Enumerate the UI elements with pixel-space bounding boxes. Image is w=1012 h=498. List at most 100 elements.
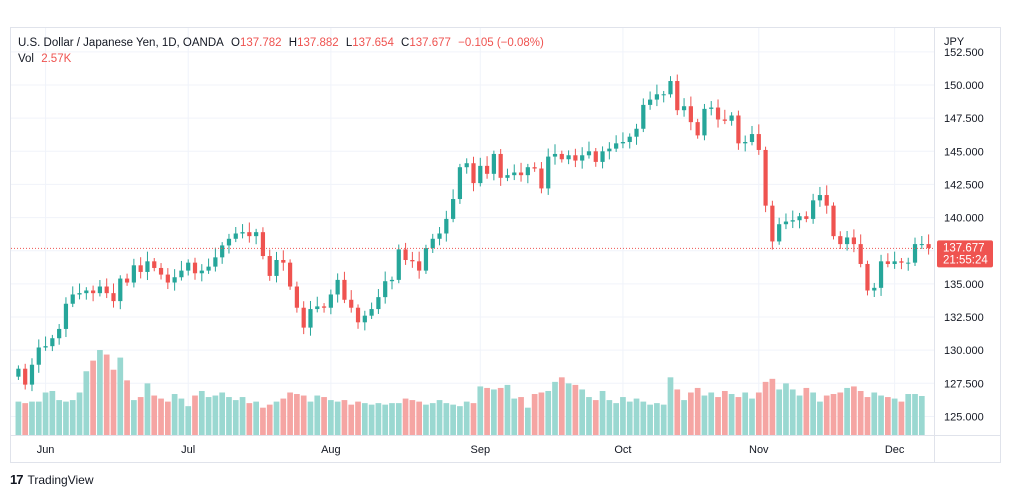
candle-body bbox=[736, 115, 741, 144]
candle-body bbox=[254, 232, 259, 237]
volume-bar bbox=[56, 400, 63, 435]
volume-bar bbox=[647, 404, 653, 435]
candle-body bbox=[233, 233, 238, 239]
candle-body bbox=[294, 286, 299, 308]
volume-bar bbox=[626, 401, 633, 435]
candle-body bbox=[410, 260, 415, 262]
volume-bar bbox=[484, 387, 490, 435]
candle-body bbox=[743, 142, 748, 144]
volume-bar bbox=[884, 397, 891, 435]
volume-bar bbox=[409, 400, 416, 435]
volume-bar bbox=[131, 400, 137, 435]
candle-body bbox=[50, 338, 55, 347]
volume-bar bbox=[103, 354, 110, 435]
volume-bar bbox=[117, 357, 124, 435]
candle-body bbox=[57, 328, 62, 339]
candle-body bbox=[892, 261, 897, 264]
candle-body bbox=[641, 104, 646, 129]
volume-bar bbox=[857, 390, 864, 435]
candle-body bbox=[899, 261, 904, 263]
candle-body bbox=[70, 294, 75, 304]
volume-bar bbox=[518, 397, 524, 435]
candle-body bbox=[722, 119, 727, 121]
candle-body bbox=[281, 260, 286, 263]
volume-bar bbox=[443, 403, 450, 435]
candle-body bbox=[614, 143, 619, 149]
candle-body bbox=[111, 293, 116, 302]
volume-bar bbox=[171, 394, 178, 435]
candle-body bbox=[770, 205, 775, 242]
volume-bar bbox=[735, 397, 742, 435]
candle-body bbox=[158, 267, 164, 275]
price-tick-label: 127.500 bbox=[944, 378, 984, 390]
candle-body bbox=[91, 290, 96, 294]
volume-bar bbox=[579, 389, 586, 435]
volume-bar bbox=[42, 392, 49, 435]
tradingview-icon: 17 bbox=[10, 472, 24, 487]
volume-bar bbox=[328, 400, 334, 435]
tradingview-logo[interactable]: 17 TradingView bbox=[10, 472, 94, 487]
price-tick-label: 125.000 bbox=[944, 411, 984, 423]
volume-bar bbox=[524, 407, 531, 435]
symbol-title[interactable]: U.S. Dollar / Japanese Yen, 1D, OANDA bbox=[18, 37, 224, 49]
volume-bar bbox=[49, 390, 56, 435]
high-label: H bbox=[288, 37, 298, 49]
ohlc-row: U.S. Dollar / Japanese Yen, 1D, OANDA O1… bbox=[18, 35, 544, 51]
candle-body bbox=[260, 232, 266, 257]
volume-bar bbox=[205, 397, 212, 435]
volume-bar bbox=[110, 369, 117, 435]
time-axis[interactable]: Jun Jul Aug Sep Oct Nov Dec bbox=[37, 444, 905, 456]
candle-body bbox=[179, 270, 184, 278]
volume-bar bbox=[219, 392, 226, 435]
volume-bar bbox=[226, 397, 232, 435]
volume-bar bbox=[817, 401, 823, 435]
volume-bar bbox=[918, 395, 925, 435]
candle-body bbox=[349, 299, 354, 308]
candle-body bbox=[858, 244, 863, 264]
volume-bar bbox=[633, 398, 640, 435]
candle-body bbox=[566, 155, 571, 160]
price-tick-label: 135.000 bbox=[944, 279, 984, 291]
volume-bar bbox=[789, 389, 796, 435]
bar-countdown: 21:55:24 bbox=[943, 254, 988, 266]
volume-bar bbox=[450, 404, 456, 435]
volume-label[interactable]: Vol bbox=[18, 53, 34, 65]
candle-body bbox=[695, 122, 700, 136]
candle-body bbox=[532, 167, 537, 169]
candle-body bbox=[878, 261, 884, 288]
volume-bar bbox=[830, 394, 837, 435]
usdjpy-candlestick-chart[interactable]: JPY 125.000 127.500 130.000 132.500 135.000 1… bbox=[0, 0, 1012, 470]
candle-body bbox=[484, 165, 490, 174]
volume-bar bbox=[69, 400, 76, 435]
candle-body bbox=[437, 233, 442, 239]
candle-body bbox=[287, 262, 293, 287]
candle-body bbox=[63, 303, 69, 329]
volume-bar bbox=[144, 383, 151, 435]
price-axis[interactable]: 125.000127.500130.000132.500135.000137.5… bbox=[944, 47, 984, 424]
volume-bar bbox=[300, 395, 307, 435]
volume-bar bbox=[912, 394, 918, 435]
volume-bar bbox=[565, 383, 572, 435]
volume-bar bbox=[898, 401, 905, 435]
candle-body bbox=[77, 293, 82, 295]
volume-bar bbox=[538, 392, 545, 435]
candle-body bbox=[376, 297, 381, 310]
volume-bar bbox=[701, 395, 708, 435]
volume-bar bbox=[715, 397, 721, 435]
time-tick-label: Aug bbox=[321, 444, 341, 456]
candle-body bbox=[328, 294, 333, 308]
candle-body bbox=[688, 106, 693, 123]
candle-body bbox=[247, 232, 252, 237]
volume-bar bbox=[837, 392, 844, 435]
volume-bar bbox=[287, 392, 293, 435]
candle-body bbox=[131, 265, 136, 283]
candle-body bbox=[715, 107, 721, 120]
candle-body bbox=[620, 142, 626, 144]
volume-bar bbox=[266, 404, 273, 435]
chart-frame[interactable] bbox=[10, 27, 1001, 463]
candle-body bbox=[709, 107, 714, 109]
candle-body bbox=[396, 249, 401, 280]
volume-bar bbox=[192, 395, 198, 435]
volume-bar bbox=[905, 394, 912, 435]
candle-body bbox=[23, 368, 28, 385]
